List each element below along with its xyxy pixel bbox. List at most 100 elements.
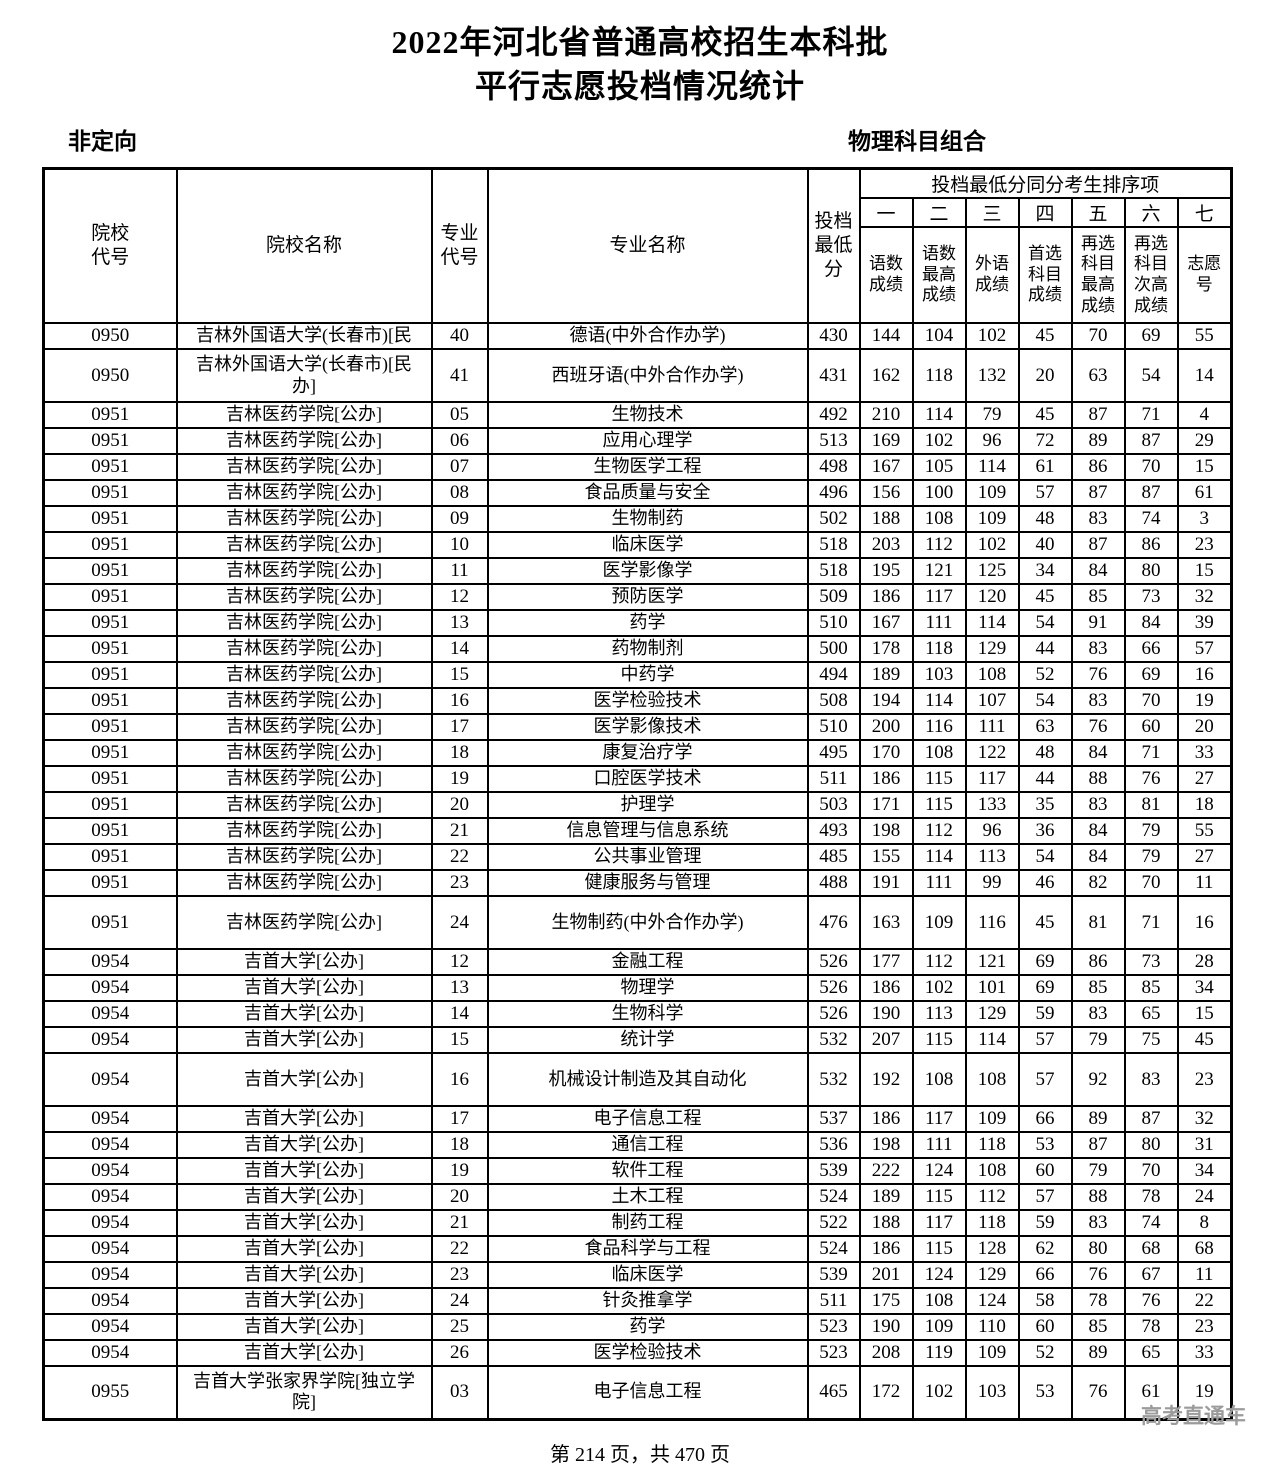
sort-3-cell: 96 [964,427,1020,455]
sort-6-cell: 73 [1123,948,1179,976]
sort-6-cell: 78 [1123,1313,1179,1341]
sort-4-cell: 48 [1017,739,1073,767]
major-code-cell: 20 [430,1183,489,1211]
sort-5-cell: 89 [1070,1105,1126,1133]
sort-2-cell: 118 [911,635,967,663]
sort-6-cell: 87 [1123,1105,1179,1133]
sort-4-cell: 35 [1017,791,1073,819]
sort-6-cell: 76 [1123,1287,1179,1315]
sort-6-cell: 80 [1123,557,1179,585]
score-cell: 502 [806,505,861,533]
sort-1-cell: 207 [858,1026,914,1054]
header-row-numerals: 一 二 三 四 五 六 七 [44,197,1233,228]
major-code-cell: 03 [430,1365,489,1420]
college-code-cell: 0951 [42,895,178,950]
college-code-cell: 0954 [42,1235,178,1263]
sort-4-cell: 34 [1017,557,1073,585]
sort-6-cell: 87 [1123,427,1179,455]
sort-2-cell: 102 [911,1365,967,1420]
sort-3-cell: 129 [964,1000,1020,1028]
score-cell: 503 [806,791,861,819]
sort-1-cell: 170 [858,739,914,767]
sort-1-cell: 208 [858,1339,914,1367]
college-name-cell: 吉首大学[公办] [175,1105,433,1133]
sort-6-cell: 70 [1123,869,1179,897]
college-code-cell: 0951 [42,427,178,455]
college-code-cell: 0954 [42,1105,178,1133]
tiebreak-3-numeral: 三 [964,197,1020,228]
sort-1-cell: 163 [858,895,914,950]
header-row-sublabels: 语数 成绩 语数 最高 成绩 外语 成绩 首选 科目 成绩 再选 科目 最高 成… [44,226,1233,324]
major-code-cell: 19 [430,1157,489,1185]
score-cell: 518 [806,531,861,559]
tiebreak-7-numeral: 七 [1176,197,1233,228]
sort-2-cell: 121 [911,557,967,585]
sort-1-cell: 162 [858,348,914,403]
major-code-cell: 21 [430,817,489,845]
major-name-cell: 健康服务与管理 [486,869,809,897]
college-code-cell: 0951 [42,557,178,585]
sort-6-cell: 74 [1123,505,1179,533]
sort-7-cell: 22 [1176,1287,1233,1315]
sort-2-cell: 108 [911,1052,967,1107]
major-code-cell: 18 [430,739,489,767]
sort-7-cell: 33 [1176,1339,1233,1367]
sort-6-cell: 66 [1123,635,1179,663]
table-row: 0954 吉首大学[公办] 20 土木工程 524 189 115 112 57 88 78 24 [42,1183,1233,1211]
college-name-cell: 吉林医药学院[公办] [175,765,433,793]
major-name-header: 专业名称 [486,167,809,324]
sort-3-cell: 107 [964,687,1020,715]
college-name-cell: 吉林医药学院[公办] [175,583,433,611]
major-code-cell: 15 [430,1026,489,1054]
college-code-cell: 0951 [42,609,178,637]
table-row: 0951 吉林医药学院[公办] 11 医学影像学 518 195 121 125 34 84 80 1… [42,557,1233,585]
sort-5-cell: 63 [1070,348,1126,403]
sort-1-cell: 200 [858,713,914,741]
score-cell: 524 [806,1235,861,1263]
sort-3-cell: 124 [964,1287,1020,1315]
college-code-cell: 0951 [42,453,178,481]
table-row: 0951 吉林医药学院[公办] 09 生物制药 502 188 108 109 48 83 74 3 [42,505,1233,533]
table-row: 0951 吉林医药学院[公办] 13 药学 510 167 111 114 54 91 84 39 [42,609,1233,637]
sort-5-cell: 83 [1070,791,1126,819]
plan-type-label: 非定向 [68,129,137,154]
sort-4-cell: 72 [1017,427,1073,455]
college-code-cell: 0951 [42,401,178,429]
sort-3-cell: 125 [964,557,1020,585]
sort-3-cell: 109 [964,479,1020,507]
college-name-cell: 吉林医药学院[公办] [175,401,433,429]
sort-6-cell: 84 [1123,609,1179,637]
major-name-cell: 预防医学 [486,583,809,611]
college-name-cell: 吉首大学[公办] [175,974,433,1002]
sort-7-cell: 23 [1176,1052,1233,1107]
table-row: 0950 吉林外国语大学(长春市)[民 40 德语(中外合作办学) 430 144 104 1… [42,322,1233,350]
sort-7-cell: 27 [1176,765,1233,793]
sort-7-cell: 24 [1176,1183,1233,1211]
sort-4-cell: 40 [1017,531,1073,559]
sort-2-cell: 115 [911,791,967,819]
sort-7-cell: 15 [1176,453,1233,481]
sort-7-cell: 32 [1176,583,1233,611]
sort-3-cell: 121 [964,948,1020,976]
sort-3-cell: 133 [964,791,1020,819]
sort-4-cell: 57 [1017,1052,1073,1107]
sort-3-cell: 118 [964,1209,1020,1237]
table-row: 0951 吉林医药学院[公办] 16 医学检验技术 508 194 114 107 54 83 70… [42,687,1233,715]
major-code-cell: 24 [430,895,489,950]
score-cell: 518 [806,557,861,585]
sort-7-cell: 55 [1176,817,1233,845]
sort-5-cell: 76 [1070,1365,1126,1420]
sort-5-cell: 88 [1070,765,1126,793]
major-name-cell: 临床医学 [486,531,809,559]
sort-7-cell: 3 [1176,505,1233,533]
score-cell: 508 [806,687,861,715]
score-cell: 523 [806,1339,861,1367]
major-name-cell: 医学检验技术 [486,1339,809,1367]
table-row: 0954 吉首大学[公办] 16 机械设计制造及其自动化 532 192 108 108 57 9… [42,1052,1233,1107]
sort-4-cell: 61 [1017,453,1073,481]
sort-3-cell: 111 [964,713,1020,741]
sort-3-cell: 96 [964,817,1020,845]
sort-1-cell: 192 [858,1052,914,1107]
score-cell: 511 [806,1287,861,1315]
sort-1-cell: 195 [858,557,914,585]
